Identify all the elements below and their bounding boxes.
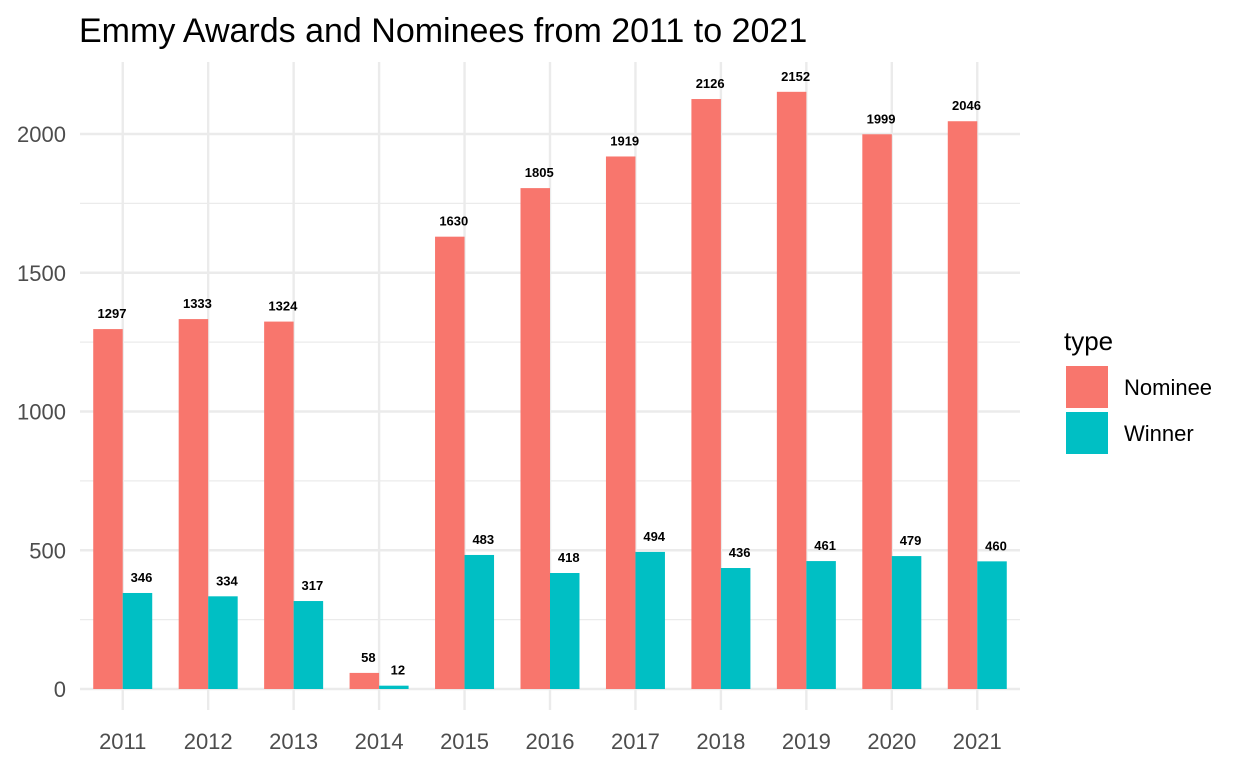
value-label: 2126 bbox=[696, 76, 725, 91]
chart-title: Emmy Awards and Nominees from 2011 to 20… bbox=[79, 12, 807, 50]
y-tick-label: 500 bbox=[29, 538, 66, 563]
bar-nominee bbox=[776, 91, 807, 689]
x-tick-label: 2020 bbox=[867, 729, 916, 754]
y-tick-label: 0 bbox=[54, 677, 66, 702]
x-tick-label: 2013 bbox=[269, 729, 318, 754]
bar-nominee bbox=[435, 236, 465, 690]
bar-winner bbox=[977, 561, 1007, 689]
bar-winner bbox=[891, 556, 922, 689]
legend-key-nominee bbox=[1066, 366, 1108, 408]
value-label: 12 bbox=[391, 663, 405, 678]
bar-winner bbox=[122, 592, 153, 689]
bar-winner bbox=[806, 561, 836, 689]
value-label: 436 bbox=[729, 545, 751, 560]
x-tick-label: 2021 bbox=[953, 729, 1002, 754]
y-tick-label: 1500 bbox=[17, 261, 66, 286]
legend-label: Winner bbox=[1124, 421, 1194, 446]
legend-title: type bbox=[1064, 326, 1113, 356]
bar-nominee bbox=[520, 188, 550, 690]
bar-winner bbox=[635, 551, 665, 689]
value-label: 346 bbox=[131, 570, 153, 585]
value-label: 1297 bbox=[98, 306, 127, 321]
bar-nominee bbox=[93, 329, 123, 689]
x-tick-label: 2015 bbox=[440, 729, 489, 754]
value-label: 1805 bbox=[525, 165, 554, 180]
bar-winner bbox=[293, 601, 324, 689]
bar-nominee bbox=[349, 672, 380, 689]
x-tick-label: 2017 bbox=[611, 729, 660, 754]
value-label: 317 bbox=[302, 578, 324, 593]
bar-nominee bbox=[605, 156, 636, 690]
bar-winner bbox=[379, 685, 409, 689]
x-axis: 2011 2012 2013 2014 2015 2016 2017 2018 2019 2020… bbox=[99, 729, 1002, 754]
value-label: 58 bbox=[361, 650, 375, 665]
x-tick-label: 2018 bbox=[696, 729, 745, 754]
value-label: 418 bbox=[558, 550, 580, 565]
bar-nominee bbox=[691, 99, 721, 689]
value-label: 1324 bbox=[268, 299, 298, 314]
y-tick-label: 1000 bbox=[17, 400, 66, 425]
value-label: 2046 bbox=[952, 98, 981, 113]
bar-nominee bbox=[862, 134, 892, 690]
value-label: 1919 bbox=[610, 133, 639, 148]
value-label: 483 bbox=[472, 532, 494, 547]
bar-winner bbox=[464, 554, 495, 689]
x-tick-label: 2011 bbox=[99, 729, 146, 754]
value-label: 479 bbox=[900, 533, 922, 548]
legend-key-winner bbox=[1066, 412, 1108, 454]
value-label: 334 bbox=[216, 573, 238, 588]
bar-nominee bbox=[264, 321, 294, 689]
value-label: 461 bbox=[814, 538, 836, 553]
value-label: 494 bbox=[643, 529, 665, 544]
value-label: 1333 bbox=[183, 296, 212, 311]
bars bbox=[93, 91, 1007, 690]
y-tick-label: 2000 bbox=[17, 122, 66, 147]
value-label: 460 bbox=[985, 538, 1007, 553]
x-tick-label: 2014 bbox=[355, 729, 404, 754]
bar-winner bbox=[208, 596, 238, 689]
legend-label: Nominee bbox=[1124, 375, 1212, 400]
legend: type Nominee Winner bbox=[1064, 326, 1212, 454]
data-labels: 1297 1333 1324 58 1630 1805 1919 2126 2152 1999 20… bbox=[98, 69, 1007, 678]
bar-nominee bbox=[947, 121, 978, 690]
value-label: 1630 bbox=[439, 214, 468, 229]
y-axis: 0 500 1000 1500 2000 bbox=[17, 122, 66, 702]
x-tick-label: 2016 bbox=[526, 729, 575, 754]
x-tick-label: 2019 bbox=[782, 729, 831, 754]
bar-nominee bbox=[178, 319, 209, 689]
value-label: 1999 bbox=[867, 111, 896, 126]
value-label: 2152 bbox=[781, 69, 810, 84]
x-tick-label: 2012 bbox=[184, 729, 233, 754]
bar-winner bbox=[550, 573, 580, 689]
bar-winner bbox=[720, 568, 751, 689]
